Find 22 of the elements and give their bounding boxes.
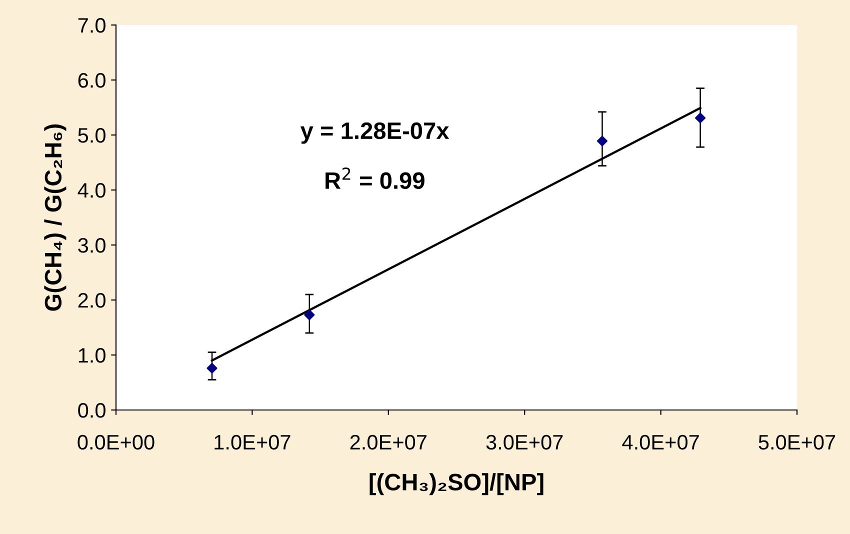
point xyxy=(304,310,315,320)
y-axis-title: G(CH₄) / G(C₂H₆) xyxy=(44,124,66,311)
y-tick-label: 1.0 xyxy=(78,348,106,363)
y-tick-label: 0.0 xyxy=(78,403,106,418)
annotation: R$^{2}$ = 0.99 xyxy=(326,167,424,190)
y-tick-label: 3.0 xyxy=(78,238,106,253)
y-tick-label: 2.0 xyxy=(78,293,106,308)
x-tick-label: 5.0E+07 xyxy=(758,434,836,450)
y-tick-label: 6.0 xyxy=(78,73,106,88)
y-tick-label: 5.0 xyxy=(78,128,106,143)
x-tick-label: 3.0E+07 xyxy=(486,434,563,450)
x-tick-label: 2.0E+07 xyxy=(350,434,426,450)
point xyxy=(694,112,706,124)
y-tick-label: 7.0 xyxy=(78,18,106,33)
x-tick-label: 1.0E+07 xyxy=(214,434,290,450)
annotation: y = 1.28E-07x xyxy=(300,122,450,144)
point xyxy=(596,136,608,146)
x-tick-label: 4.0E+07 xyxy=(622,434,699,450)
x-tick-label: 0.0E+00 xyxy=(78,434,154,450)
x-axis-title: [(CH₃)₂SO]/[NP] xyxy=(370,473,544,496)
y-tick-label: 4.0 xyxy=(78,183,106,198)
point xyxy=(206,362,218,374)
